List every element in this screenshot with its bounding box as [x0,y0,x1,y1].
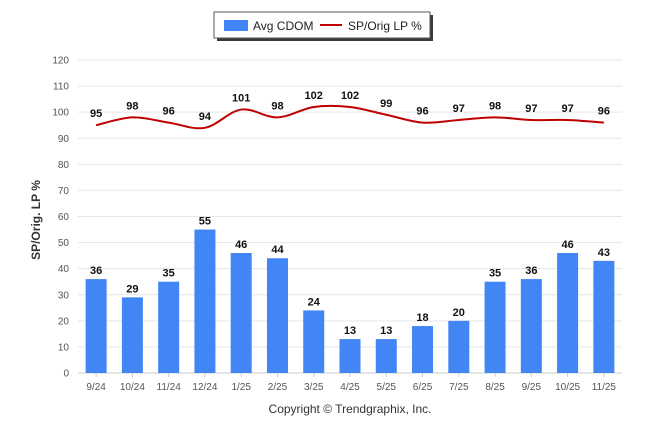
bar [484,281,506,373]
bar [375,339,397,373]
x-tick-label: 12/24 [192,382,217,393]
legend-swatch-cdom [224,20,248,31]
x-tick-label: 5/25 [377,382,397,393]
data-labels: 36 29 35 55 46 44 24 13 13 18 20 35 36 46 43 95 98 96 94 10… [90,90,610,337]
bar [593,260,615,373]
y-tick-label: 80 [58,160,70,171]
bar-data-label: 43 [598,247,610,259]
legend-label-cdom: Avg CDOM [253,19,313,33]
y-tick-label: 10 [58,342,70,353]
bar-data-label: 13 [344,325,356,337]
legend: Avg CDOM SP/Orig LP % [213,11,433,41]
y-tick-label: 0 [63,369,69,380]
bar-data-label: 36 [90,265,102,277]
x-tick-label: 1/25 [231,382,251,393]
sp-orig-lp-line [95,104,604,130]
bar [339,339,361,373]
line-data-label: 97 [561,103,573,115]
legend-label-sp: SP/Orig LP % [348,19,422,33]
bar [194,229,216,373]
line-data-label: 98 [126,100,138,112]
y-axis-title: SP/Orig. LP % [29,180,43,260]
y-tick-label: 40 [58,264,70,275]
bar [412,326,434,373]
bar [557,253,579,373]
line-data-label: 98 [271,100,283,112]
line-data-label: 99 [380,98,392,110]
bar-data-label: 20 [453,307,465,319]
y-tick-label: 90 [58,134,70,145]
line-data-label: 96 [416,106,428,118]
x-tick-label: 7/25 [449,382,469,393]
bar [85,279,107,373]
x-tick-label: 2/25 [268,382,288,393]
bar [230,253,252,373]
x-tick-label: 10/25 [555,382,580,393]
bar-data-label: 35 [489,268,501,280]
line-data-label: 102 [341,90,359,102]
bar-data-label: 35 [163,268,175,280]
y-tick-label: 70 [58,186,70,197]
bar-data-label: 13 [380,325,392,337]
bar [266,258,288,373]
y-tick-label: 30 [58,290,70,301]
x-tick-label: 11/25 [592,382,617,393]
line-data-label: 97 [525,103,537,115]
bar [520,279,542,373]
x-tick-label: 9/24 [86,382,106,393]
bar-data-label: 46 [561,239,573,251]
line-data-label: 101 [232,93,250,105]
bar-data-label: 24 [308,296,321,308]
line-data-label: 102 [305,90,323,102]
y-tick-label: 120 [52,56,69,67]
line-data-label: 96 [598,106,610,118]
bar-data-label: 44 [271,244,284,256]
bar [303,310,325,373]
x-tick-label: 8/25 [485,382,505,393]
y-tick-label: 60 [58,212,70,223]
line-data-label: 94 [199,111,212,123]
y-tick-label: 100 [52,108,69,119]
x-tick-label: 11/24 [157,382,182,393]
x-tick-label: 9/25 [522,382,542,393]
y-tick-label: 110 [53,82,69,93]
bar-data-label: 46 [235,239,247,251]
bar-data-label: 18 [416,312,428,324]
bar-data-label: 29 [126,283,138,295]
x-tick-label: 6/25 [413,382,433,393]
line-series [95,104,604,130]
x-tick-label: 10/24 [120,382,145,393]
copyright-text: Copyright © Trendgraphix, Inc. [269,402,432,416]
bar [121,297,143,373]
y-tick-label: 50 [58,238,70,249]
x-tick-label: 4/25 [340,382,360,393]
x-axis-ticks: 9/24 10/24 11/24 12/24 1/25 2/25 3/25 4/25 5/25 6… [86,373,616,393]
y-axis-ticks: 0 10 20 30 40 50 60 70 80 90 100 110 120 [52,56,69,380]
line-data-label: 96 [163,106,175,118]
bar-data-label: 36 [525,265,537,277]
bar [448,320,470,373]
y-tick-label: 20 [58,316,70,327]
line-data-label: 98 [489,100,501,112]
x-tick-label: 3/25 [304,382,324,393]
line-data-label: 97 [453,103,465,115]
bar-data-label: 55 [199,216,211,228]
bars [85,229,615,373]
line-data-label: 95 [90,108,102,120]
bar [158,281,180,373]
